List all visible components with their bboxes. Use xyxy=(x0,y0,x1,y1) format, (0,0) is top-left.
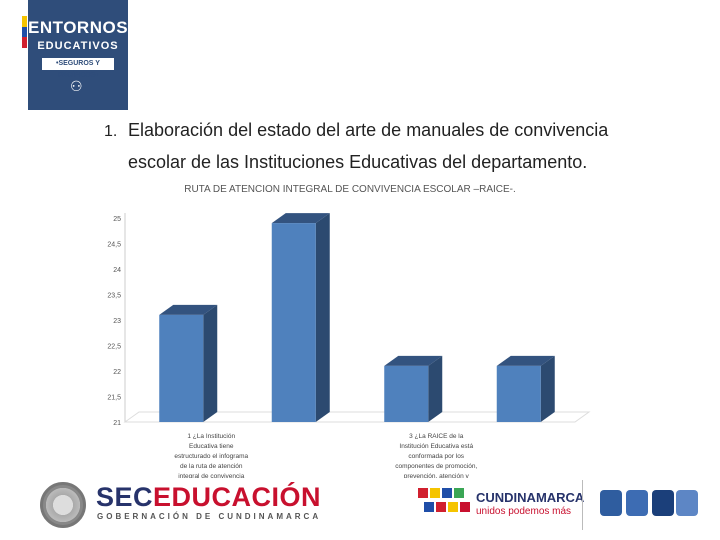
y-tick-label: 25 xyxy=(113,216,121,223)
cundinamarca-text: CUNDINAMARCA xyxy=(476,490,585,505)
y-tick-label: 24 xyxy=(113,267,121,274)
institution-icon-2 xyxy=(626,490,648,516)
bar-top xyxy=(159,304,218,315)
heading-line-1: Elaboración del estado del arte de manua… xyxy=(128,120,609,140)
coat-of-arms-seal xyxy=(40,482,86,528)
bar-side xyxy=(203,304,218,422)
gobernacion-text: GOBERNACIÓN DE CUNDINAMARCA xyxy=(97,512,322,521)
sec-text: SEC xyxy=(96,482,154,512)
y-tick-label: 24,5 xyxy=(107,242,121,249)
bar xyxy=(384,365,429,422)
seceducacion-logo: SECEDUCACIÓN xyxy=(96,482,321,513)
logo-divider xyxy=(582,480,583,530)
y-tick-label: 22,5 xyxy=(107,344,121,351)
heading-line-2: escolar de las Instituciones Educativas … xyxy=(128,152,588,172)
y-tick-label: 23 xyxy=(113,318,121,325)
cundinamarca-slogan: unidos podemos más xyxy=(476,506,572,517)
bar xyxy=(496,365,541,422)
cundinamarca-mosaic-icon xyxy=(418,488,470,512)
bar-top xyxy=(496,355,555,366)
bar xyxy=(159,314,204,422)
x-category-label: 3 ¿La RAICE de la Institución Educativa e… xyxy=(395,433,477,478)
y-tick-label: 21 xyxy=(113,420,121,427)
bar-top xyxy=(271,213,330,224)
bar-top xyxy=(384,355,443,366)
bar-side xyxy=(428,355,443,422)
flag-stripes xyxy=(22,16,27,48)
y-tick-label: 22 xyxy=(113,369,121,376)
y-tick-label: 23,5 xyxy=(107,293,121,300)
chart-title: RUTA DE ATENCION INTEGRAL DE CONVIVENCIA… xyxy=(184,184,516,195)
entornos-educativos-logo: ENTORNOS EDUCATIVOS •SEGUROS Y PACÍFICOS… xyxy=(22,0,129,110)
y-tick-label: 21,5 xyxy=(107,395,121,402)
footer-logos: SECEDUCACIÓN GOBERNACIÓN DE CUNDINAMARCA… xyxy=(0,474,720,540)
institution-icon-4 xyxy=(676,490,698,516)
people-icon: ⚇ xyxy=(70,78,83,94)
x-category-label: 1 ¿La Institución Educativa tiene estructu… xyxy=(174,433,248,478)
slide-heading: 1. Elaboración del estado del arte de man… xyxy=(104,115,694,178)
heading-number: 1. xyxy=(104,123,118,140)
institution-icon-1 xyxy=(600,490,622,516)
bar-chart: RUTA DE ATENCION INTEGRAL DE CONVIVENCIA… xyxy=(107,184,591,478)
bar-side xyxy=(540,355,555,422)
logo-line-2: EDUCATIVOS xyxy=(37,40,119,52)
logo-line-3: •SEGUROS Y PACÍFICOS• xyxy=(42,58,114,79)
bar xyxy=(271,223,316,422)
logo-line-1: ENTORNOS xyxy=(28,18,129,37)
institution-icon-3 xyxy=(652,490,674,516)
bar-side xyxy=(315,213,330,422)
educacion-text: EDUCACIÓN xyxy=(153,482,322,512)
